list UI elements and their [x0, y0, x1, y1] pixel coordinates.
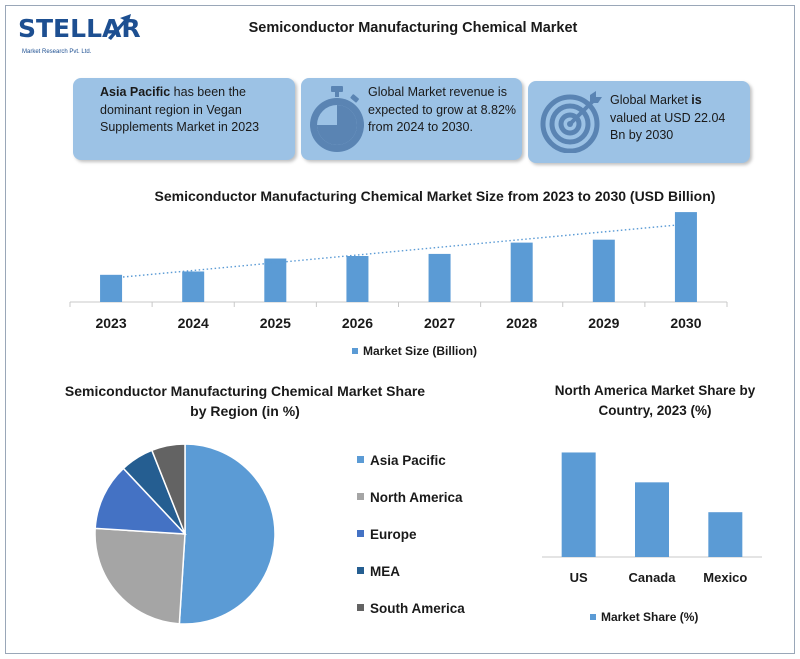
- x-tick-label-mexico: Mexico: [703, 570, 747, 585]
- legend-swatch: [357, 530, 364, 537]
- legend-swatch: [357, 493, 364, 500]
- x-tick-label-2027: 2027: [424, 315, 455, 331]
- insight-card-value: Global Market is valued at USD 22.04 Bn …: [528, 81, 750, 163]
- legend-label: Market Size (Billion): [363, 344, 478, 358]
- x-tick-label-2028: 2028: [506, 315, 537, 331]
- legend-label: MEA: [370, 564, 400, 579]
- logo-arrow-icon: [108, 14, 131, 40]
- legend-label: Asia Pacific: [370, 453, 446, 468]
- legend-label: South America: [370, 601, 465, 616]
- legend-swatch: [357, 456, 364, 463]
- logo-tagline: Market Research Pvt. Ltd.: [22, 49, 92, 55]
- x-tick-label-2026: 2026: [342, 315, 373, 331]
- na-share-chart-title: North America Market Share by Country, 2…: [554, 383, 756, 418]
- bar-us: [561, 452, 596, 557]
- insight-card-growth: Global Market revenue is expected to gro…: [301, 78, 522, 160]
- x-tick-label-2025: 2025: [260, 315, 291, 331]
- stellar-logo: STELLAR Market Research Pvt. Ltd.: [18, 12, 141, 64]
- legend-swatch: [590, 614, 596, 620]
- x-tick-label-canada: Canada: [629, 570, 677, 585]
- x-tick-label-2029: 2029: [588, 315, 619, 331]
- bar-2024: [182, 271, 205, 302]
- card-value-text-after: valued at USD 22.04 Bn by 2030: [610, 110, 726, 143]
- card-region-text: has been the dominant region in Vegan Su…: [100, 85, 260, 134]
- region-share-chart-title: Semiconductor Manufacturing Chemical Mar…: [64, 383, 426, 419]
- trendline: [110, 223, 687, 279]
- pie-slice-south-america: [150, 443, 186, 535]
- pie-slice-asia-pacific: [178, 443, 276, 625]
- legend-item-asia-pacific: Asia Pacific: [357, 453, 446, 468]
- x-tick-label-us: US: [570, 570, 588, 585]
- legend-swatch: [357, 604, 364, 611]
- legend-swatch: [352, 348, 358, 354]
- bar-2026: [346, 256, 369, 302]
- legend-item-south-america: South America: [357, 601, 465, 616]
- card-value-text-before: Global Market: [610, 93, 692, 107]
- target-icon: [540, 91, 602, 153]
- pie-slice-europe: [94, 467, 187, 535]
- pie-slice-north-america: [94, 527, 186, 625]
- x-tick-label-2023: 2023: [95, 315, 126, 331]
- na-share-legend: Market Share (%): [590, 610, 698, 624]
- legend-item-mea: MEA: [357, 564, 400, 579]
- bar-2027: [428, 253, 451, 302]
- bar-2029: [592, 239, 615, 302]
- stopwatch-icon: [310, 86, 364, 152]
- card-value-text-bold: is: [691, 93, 702, 107]
- x-tick-label-2030: 2030: [670, 315, 701, 331]
- page-title: Semiconductor Manufacturing Chemical Mar…: [248, 20, 578, 36]
- legend-swatch: [357, 567, 364, 574]
- market-size-chart-title: Semiconductor Manufacturing Chemical Mar…: [154, 188, 716, 204]
- bar-2023: [100, 274, 123, 302]
- infographic-frame: [5, 5, 795, 654]
- market-size-legend: Market Size (Billion): [352, 344, 477, 358]
- card-region-highlight: Asia Pacific: [100, 85, 171, 99]
- legend-item-north-america: North America: [357, 490, 463, 505]
- legend-label: North America: [370, 490, 463, 505]
- bar-canada: [635, 482, 669, 557]
- bar-2025: [264, 258, 287, 302]
- insight-card-region: Asia Pacific has been the dominant regio…: [73, 78, 295, 160]
- card-growth-text: Global Market revenue is expected to gro…: [368, 85, 517, 134]
- legend-label: Europe: [370, 527, 417, 542]
- legend-item-europe: Europe: [357, 527, 417, 542]
- card-value-text: Global Market is valued at USD 22.04 Bn …: [610, 92, 740, 145]
- bar-mexico: [708, 512, 743, 557]
- bar-2028: [510, 242, 533, 302]
- x-tick-label-2024: 2024: [178, 315, 209, 331]
- bar-2030: [674, 212, 697, 302]
- legend-label: Market Share (%): [601, 610, 699, 624]
